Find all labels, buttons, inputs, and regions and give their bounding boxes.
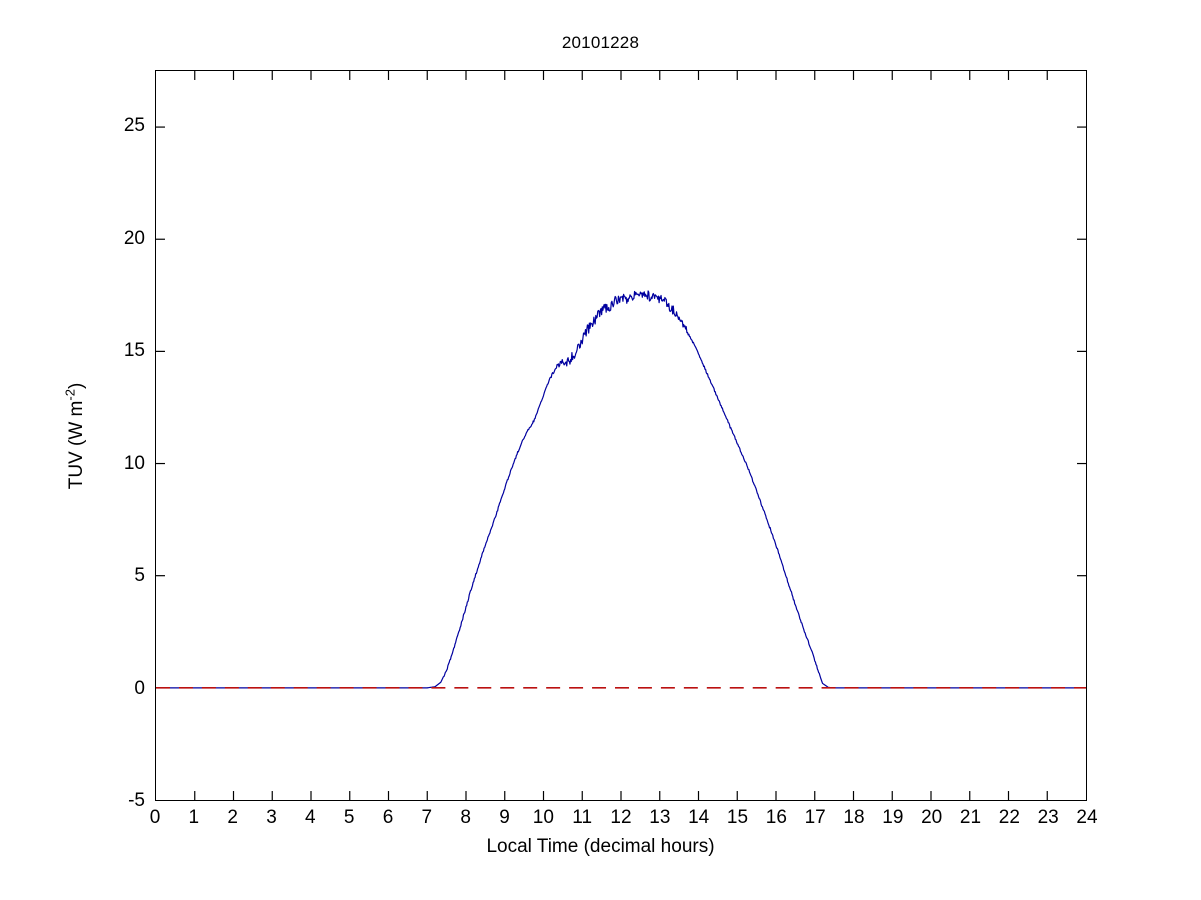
x-tick-label: 10 xyxy=(532,807,554,828)
x-tick-label: 5 xyxy=(343,807,355,828)
x-tick-label: 18 xyxy=(843,807,865,828)
y-tick-label: 25 xyxy=(123,115,145,137)
y-axis-label-text: TUV (W m xyxy=(66,400,87,490)
x-tick-label: 7 xyxy=(421,807,433,828)
x-tick-label: 11 xyxy=(572,807,593,828)
x-tick-label: 2 xyxy=(227,807,238,828)
x-tick-label: 24 xyxy=(1076,807,1098,828)
x-tick-label: 8 xyxy=(460,807,471,828)
tick-marks xyxy=(156,71,1086,800)
x-tick-label: 23 xyxy=(1037,807,1059,828)
x-tick-label: 1 xyxy=(188,807,200,828)
x-axis-label: Local Time (decimal hours) xyxy=(486,836,715,857)
x-tick-label: 9 xyxy=(499,807,510,828)
plot-area xyxy=(155,70,1087,801)
x-tick-label: 22 xyxy=(998,807,1020,828)
data-series xyxy=(156,290,1086,689)
y-axis-label: TUV (W m-2) xyxy=(63,383,88,490)
x-tick-label: 20 xyxy=(921,807,943,828)
series-TUV xyxy=(156,290,1086,689)
x-tick-label: 16 xyxy=(765,807,787,828)
x-tick-label: 12 xyxy=(610,807,632,828)
x-tick-label: 4 xyxy=(305,807,316,828)
x-tick-label: 6 xyxy=(382,807,394,828)
x-tick-label: 19 xyxy=(882,807,904,828)
x-tick-label: 17 xyxy=(804,807,826,828)
y-tick-label: 0 xyxy=(134,677,145,699)
y-tick-label: -5 xyxy=(128,790,145,811)
plot-canvas xyxy=(156,71,1086,800)
y-tick-label: 20 xyxy=(123,227,145,249)
y-axis-label-exponent: -2 xyxy=(62,389,78,401)
y-tick-label: 5 xyxy=(134,565,145,587)
x-tick-label: 21 xyxy=(959,807,982,828)
chart-title: 20101228 xyxy=(561,33,640,52)
x-tick-label: 3 xyxy=(266,807,277,828)
x-tick-label: 14 xyxy=(688,807,710,828)
x-tick-label: 13 xyxy=(649,807,671,828)
x-tick-label: 15 xyxy=(726,807,749,828)
y-tick-label: 10 xyxy=(123,452,145,474)
x-tick-label: 0 xyxy=(149,807,161,828)
y-axis-label-paren: ) xyxy=(66,382,87,390)
y-tick-label: 15 xyxy=(123,340,145,362)
